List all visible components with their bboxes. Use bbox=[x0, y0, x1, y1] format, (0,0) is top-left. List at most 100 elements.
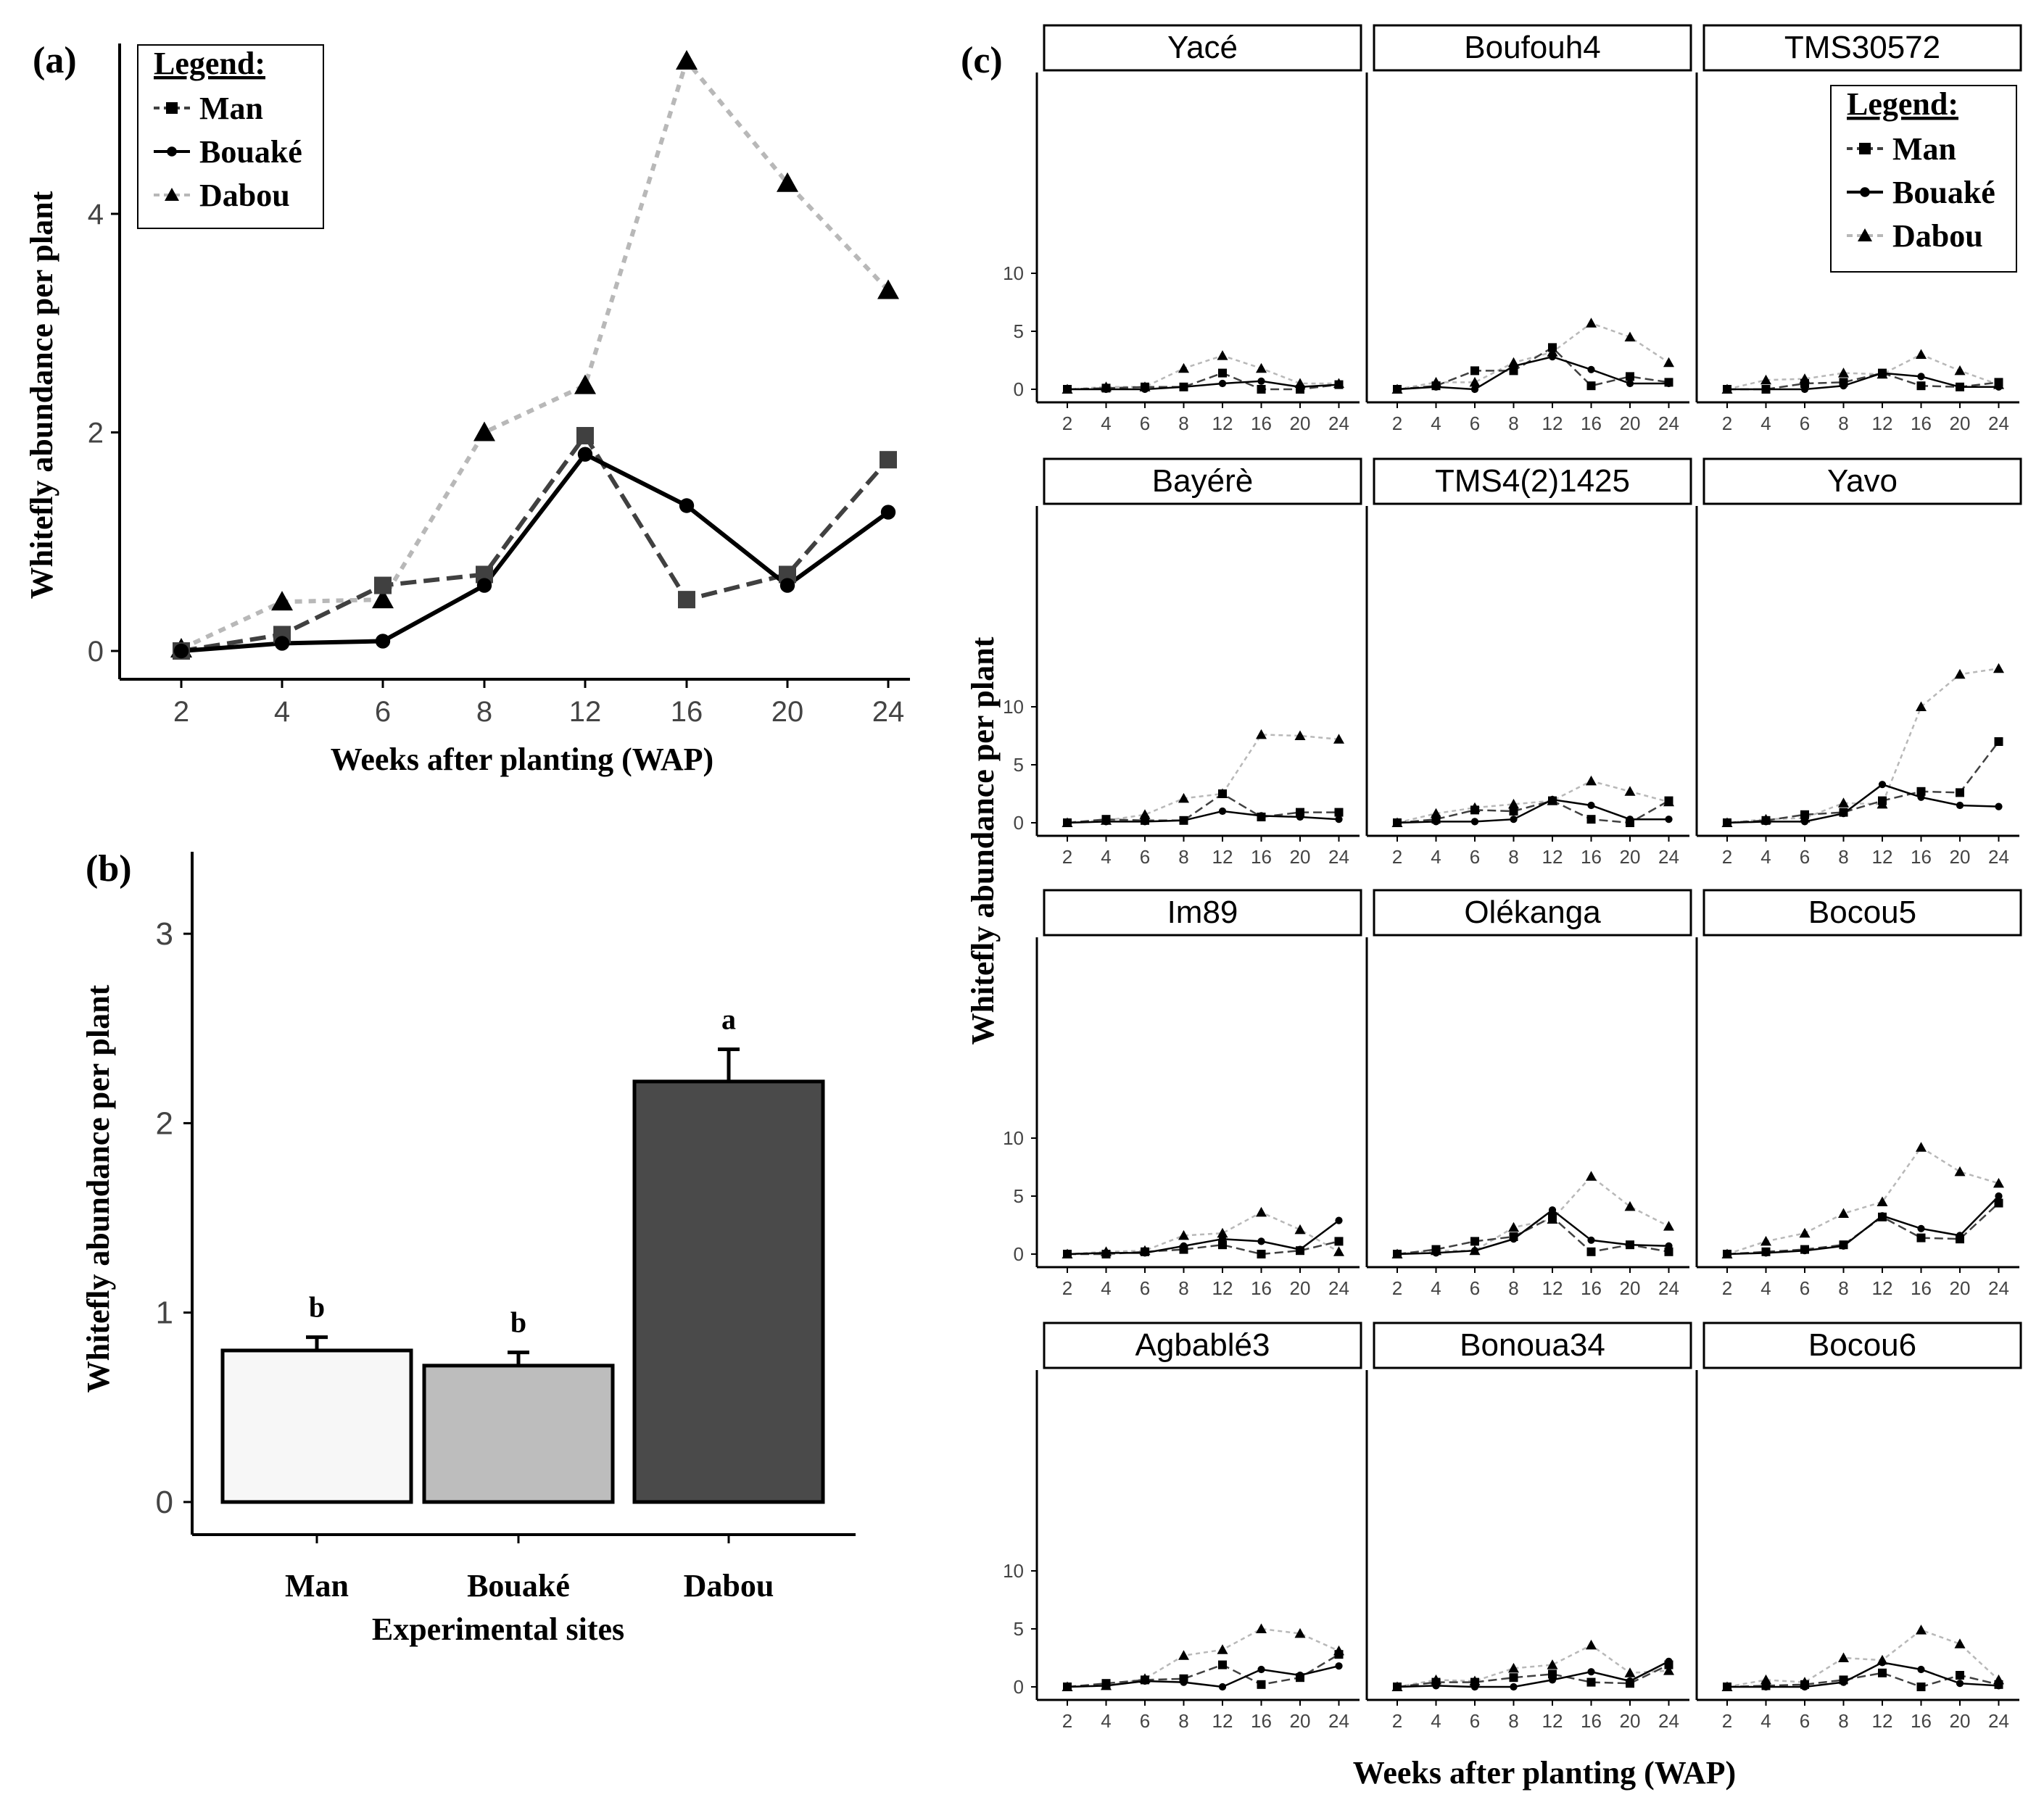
c-facet-strip bbox=[1702, 24, 2022, 72]
c-series-line-bouake bbox=[1397, 1660, 1670, 1688]
c-point-bouake bbox=[1510, 362, 1518, 370]
c-point-bouake bbox=[1917, 1224, 1925, 1232]
c-point-dabou bbox=[1954, 365, 1966, 376]
c-x-tick-label: 6 bbox=[1470, 1277, 1480, 1299]
panel-c-legend-dabou: Dabou bbox=[1892, 218, 1983, 254]
c-point-man bbox=[1664, 1247, 1673, 1256]
c-series-line-dabou bbox=[1726, 353, 1999, 391]
c-point-dabou bbox=[1294, 1224, 1306, 1235]
c-facet-strip bbox=[1043, 889, 1362, 937]
c-x-tick-label: 16 bbox=[1251, 1277, 1272, 1299]
c-point-man bbox=[1334, 1237, 1344, 1246]
c-point-bouake bbox=[1393, 818, 1402, 827]
c-x-tick-label: 2 bbox=[1062, 412, 1072, 434]
panel-a-legend-bouake: Bouaké bbox=[199, 134, 302, 170]
a-x-tick-label: 6 bbox=[375, 696, 391, 728]
c-x-tick-label: 20 bbox=[1290, 1710, 1311, 1732]
panel-a-legend-man: Man bbox=[199, 91, 263, 126]
c-point-bouake bbox=[1257, 1665, 1265, 1674]
c-point-bouake bbox=[1800, 385, 1809, 394]
c-point-bouake bbox=[1665, 1657, 1673, 1665]
c-series-line-dabou bbox=[1726, 1146, 1999, 1256]
a-y-tick-label: 2 bbox=[88, 418, 104, 449]
c-series-line-man bbox=[1067, 1654, 1340, 1688]
c-x-tick-label: 24 bbox=[1658, 1710, 1679, 1732]
c-point-dabou bbox=[1624, 1667, 1636, 1677]
a-legend-key-marker-dabou bbox=[165, 188, 179, 201]
panel-c-label: (c) bbox=[961, 40, 1003, 81]
c-x-tick-label: 2 bbox=[1392, 1710, 1402, 1732]
a-point-dabou bbox=[473, 421, 495, 441]
c-series-line-bouake bbox=[1397, 355, 1669, 391]
c-point-bouake bbox=[1878, 1659, 1887, 1667]
c-facet-strip bbox=[1043, 24, 1362, 72]
a-point-dabou bbox=[676, 49, 698, 70]
c-x-tick-label: 20 bbox=[1620, 846, 1641, 868]
c-series-line-dabou bbox=[1067, 1211, 1340, 1256]
c-point-bouake bbox=[1626, 1241, 1634, 1249]
panel-b-label: (b) bbox=[86, 848, 132, 889]
c-series-line-man bbox=[1067, 372, 1339, 391]
c-point-bouake bbox=[1626, 816, 1634, 823]
a-point-man bbox=[880, 451, 897, 469]
b-significance-letter: b bbox=[510, 1306, 526, 1339]
c-point-bouake bbox=[1917, 1665, 1925, 1674]
b-y-tick-label: 0 bbox=[156, 1485, 173, 1520]
c-point-dabou bbox=[1838, 797, 1849, 808]
c-point-bouake bbox=[1296, 813, 1304, 821]
c-x-tick-label: 4 bbox=[1101, 846, 1111, 868]
c-point-man bbox=[1586, 381, 1596, 391]
c-point-bouake bbox=[1393, 385, 1402, 394]
c-x-tick-label: 16 bbox=[1581, 1277, 1602, 1299]
c-x-tick-label: 16 bbox=[1911, 846, 1932, 868]
c-point-bouake bbox=[1762, 1683, 1770, 1691]
c-point-bouake bbox=[1956, 1232, 1964, 1240]
c-point-man bbox=[1548, 1669, 1557, 1679]
c-y-tick-label: 10 bbox=[1003, 262, 1024, 284]
c-series-line-man bbox=[1067, 792, 1339, 824]
c-point-bouake bbox=[1956, 801, 1964, 810]
c-point-bouake bbox=[1102, 385, 1110, 394]
c-y-tick-label: 5 bbox=[1014, 1618, 1024, 1640]
c-x-tick-label: 8 bbox=[1178, 846, 1188, 868]
c-point-bouake bbox=[1723, 1683, 1731, 1691]
c-point-bouake bbox=[1878, 369, 1887, 377]
panel-c-faceted-chart: (c) Whitefly abundance per plant Weeks a… bbox=[961, 24, 2022, 1791]
c-point-bouake bbox=[1470, 1247, 1479, 1255]
c-point-man bbox=[1218, 368, 1227, 378]
c-point-bouake bbox=[1141, 385, 1149, 394]
c-point-man bbox=[1994, 737, 2003, 746]
c-x-tick-label: 4 bbox=[1431, 1277, 1441, 1299]
c-point-bouake bbox=[1063, 818, 1072, 827]
c-series-line-bouake bbox=[1067, 1664, 1339, 1688]
c-x-tick-label: 20 bbox=[1950, 846, 1971, 868]
c-point-man bbox=[1470, 366, 1479, 376]
c-point-dabou bbox=[1916, 349, 1927, 359]
a-point-dabou bbox=[877, 279, 899, 299]
c-point-bouake bbox=[1995, 383, 2003, 391]
c-point-dabou bbox=[1760, 374, 1771, 385]
c-point-bouake bbox=[1141, 818, 1149, 826]
c-point-dabou bbox=[1916, 701, 1927, 711]
c-point-dabou bbox=[1508, 798, 1519, 809]
c-point-bouake bbox=[1063, 1250, 1072, 1258]
panel-a-legend-title: Legend: bbox=[154, 46, 265, 81]
c-legend-key-marker-bouake bbox=[1860, 187, 1870, 197]
c-point-bouake bbox=[1470, 385, 1479, 394]
c-x-tick-label: 8 bbox=[1178, 412, 1188, 434]
c-point-bouake bbox=[1432, 1249, 1440, 1257]
c-point-bouake bbox=[1626, 1677, 1634, 1685]
c-point-bouake bbox=[1723, 1250, 1731, 1258]
c-x-tick-label: 12 bbox=[1212, 846, 1233, 868]
c-x-tick-label: 6 bbox=[1470, 412, 1480, 434]
a-point-man bbox=[374, 576, 392, 594]
a-point-bouake bbox=[274, 636, 290, 651]
c-point-dabou bbox=[1294, 730, 1306, 740]
c-point-bouake bbox=[1180, 1678, 1188, 1686]
c-x-tick-label: 24 bbox=[1328, 412, 1349, 434]
